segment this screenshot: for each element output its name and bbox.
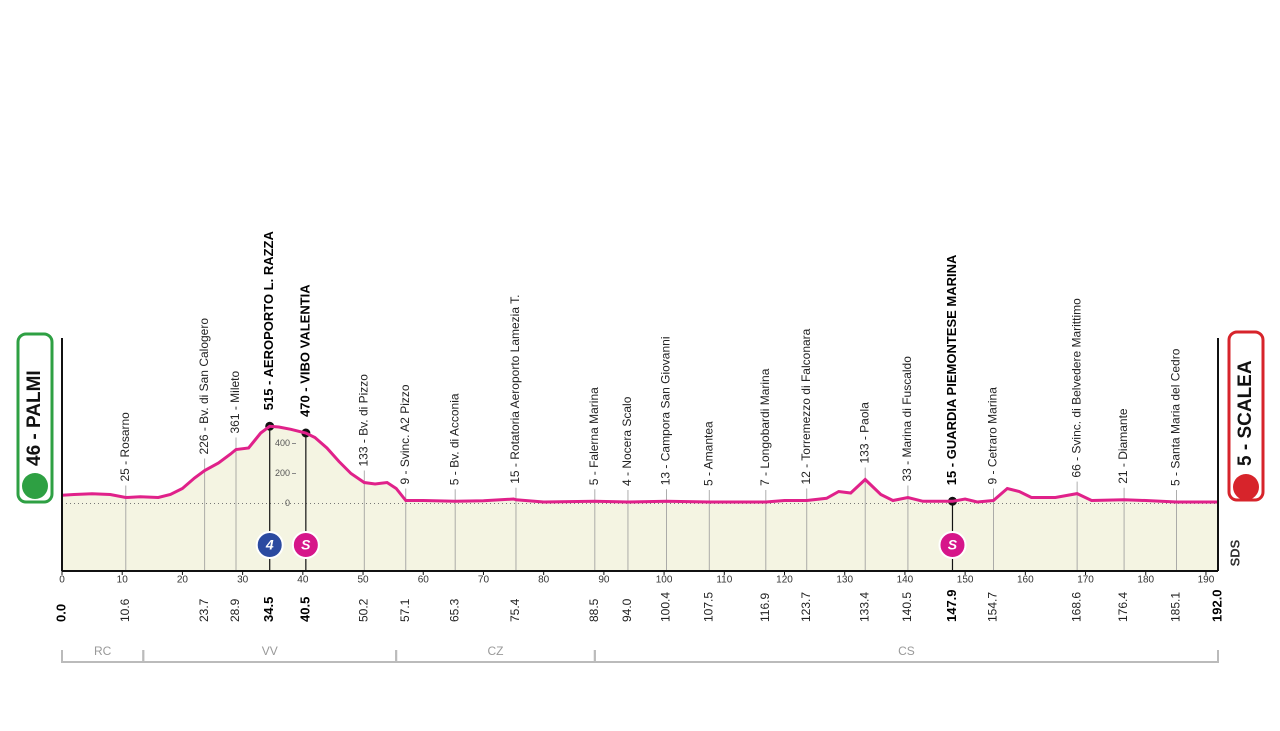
waypoint-label: 13 - Campora San Giovanni — [659, 337, 673, 486]
province-label: VV — [262, 644, 278, 658]
waypoint-label: 66 - Svinc. di Belvedere Marittimo — [1069, 298, 1083, 478]
km-label: 176.4 — [1116, 592, 1130, 622]
footer-logo: SDS — [1227, 539, 1242, 566]
x-tick-label: 190 — [1198, 575, 1215, 586]
x-tick-label: 180 — [1137, 575, 1154, 586]
km-label: 154.7 — [986, 592, 1000, 622]
x-tick-label: 0 — [59, 575, 65, 586]
km-label: 123.7 — [799, 592, 813, 622]
km-label: 147.9 — [944, 589, 959, 622]
waypoint-label: 5 - Bv. di Acconia — [447, 393, 461, 485]
waypoint-label: 25 - Rosarno — [118, 412, 132, 482]
waypoint-label: 4 - Nocera Scalo — [620, 396, 634, 486]
waypoint-label: 9 - Cetraro Marina — [986, 387, 1000, 485]
finish-label: 5 - SCALEA — [1235, 360, 1256, 466]
waypoint-label: 15 - GUARDIA PIEMONTESE MARINA — [944, 254, 959, 485]
finish-icon — [1233, 474, 1259, 500]
icon-text: 4 — [265, 537, 274, 553]
province-bracket — [593, 650, 1219, 663]
x-tick-label: 170 — [1077, 575, 1094, 586]
waypoint-label: 5 - Falerna Marina — [587, 387, 601, 485]
x-tick-label: 150 — [957, 575, 974, 586]
waypoint-label: 5 - Amantea — [701, 421, 715, 486]
x-tick-label: 140 — [897, 575, 914, 586]
x-tick-label: 20 — [177, 575, 189, 586]
km-label: 116.9 — [758, 593, 772, 622]
x-tick-label: 60 — [418, 575, 430, 586]
province-label: CZ — [488, 644, 504, 658]
x-tick-label: 40 — [297, 575, 309, 586]
province-label: RC — [94, 644, 112, 658]
waypoint-label: 7 - Longobardi Marina — [758, 368, 772, 486]
km-label: 100.4 — [659, 592, 673, 622]
start-box — [16, 332, 54, 504]
km-label: 50.2 — [356, 598, 370, 622]
km-label: 28.9 — [228, 598, 242, 622]
km-label: 140.5 — [900, 592, 914, 622]
x-tick-label: 110 — [716, 575, 732, 586]
y-tick-label: 200 — [275, 468, 290, 478]
waypoint-label: 12 - Torremezzo di Falconara — [799, 328, 813, 484]
start-icon — [22, 473, 48, 499]
x-tick-label: 120 — [776, 575, 793, 586]
km-label: 10.6 — [118, 598, 132, 622]
waypoint-label: 515 - AEROPORTO L. RAZZA — [261, 231, 276, 411]
province-label: CS — [898, 644, 915, 658]
icon-text: S — [301, 537, 311, 553]
km-label: 168.6 — [1069, 592, 1083, 622]
km-label: 57.1 — [398, 598, 412, 622]
waypoint-label: 133 - Bv. di Pizzo — [356, 374, 370, 467]
icon-badge — [938, 531, 967, 559]
icon-badge — [255, 531, 284, 559]
km-label: 40.5 — [297, 597, 312, 622]
start-label: 46 - PALMI — [24, 370, 45, 466]
y-tick-label: 0 — [285, 498, 290, 508]
profile-area — [62, 426, 1218, 571]
km-label: 185.1 — [1169, 592, 1183, 622]
km-label: 23.7 — [197, 598, 211, 622]
km-label: 75.4 — [508, 598, 522, 622]
x-tick-label: 80 — [538, 575, 550, 586]
y-tick-label: 400 — [275, 438, 290, 448]
waypoint-label: 470 - VIBO VALENTIA — [297, 284, 312, 417]
waypoint-label: 5 - Santa Maria del Cedro — [1169, 348, 1183, 486]
waypoint-label: 33 - Marina di Fuscaldo — [900, 356, 914, 482]
x-tick-label: 160 — [1017, 575, 1034, 586]
km-label: 133.4 — [857, 592, 871, 622]
km-label: 94.0 — [620, 598, 634, 622]
waypoint-label: 9 - Svinc. A2 Pizzo — [398, 384, 412, 484]
waypoint-label: 21 - Diamante — [1116, 408, 1130, 484]
icon-text: S — [948, 537, 958, 553]
x-tick-label: 10 — [117, 575, 129, 586]
waypoint-label: 15 - Rotatoria Aeroporto Lamezia T. — [508, 295, 522, 484]
km-label: 107.5 — [701, 592, 715, 622]
x-tick-label: 70 — [478, 575, 490, 586]
icon-badge — [291, 531, 320, 559]
waypoint-label: 361 - Mileto — [228, 370, 242, 433]
profile-line — [61, 424, 1218, 504]
waypoint-label: 133 - Paola — [857, 402, 871, 464]
km-label: 34.5 — [261, 597, 276, 622]
x-tick-label: 30 — [237, 575, 249, 586]
waypoint-label: 226 - Bv. di San Calogero — [197, 318, 211, 455]
km-label: 192.0 — [1209, 589, 1224, 622]
x-tick-label: 50 — [357, 575, 369, 586]
x-tick-label: 100 — [656, 575, 673, 586]
x-tick-label: 90 — [598, 575, 610, 586]
km-label: 88.5 — [587, 598, 601, 622]
km-label: 0.0 — [53, 604, 68, 622]
km-label: 65.3 — [447, 598, 461, 622]
x-tick-label: 130 — [836, 575, 853, 586]
